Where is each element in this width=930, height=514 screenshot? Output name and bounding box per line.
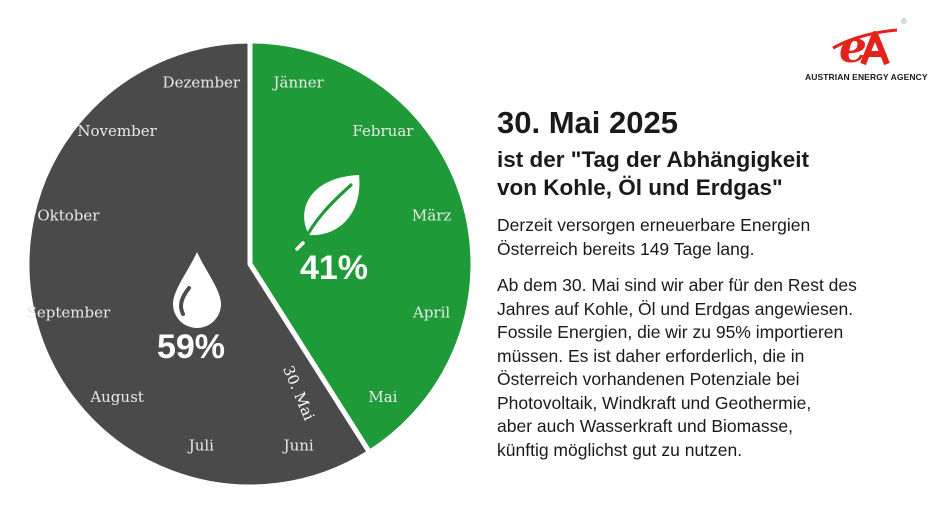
- text-panel: 30. Mai 2025 ist der "Tag der Abhängigke…: [497, 106, 917, 475]
- month-label: Juni: [282, 437, 314, 455]
- eA-logo: e ®: [832, 17, 907, 73]
- registered-mark: ®: [901, 17, 907, 26]
- month-label: April: [412, 304, 450, 322]
- month-label: Februar: [352, 122, 414, 140]
- month-label: Oktober: [37, 206, 100, 224]
- intro-paragraph: Derzeit versorgen erneuerbare Energien Ö…: [497, 215, 811, 259]
- body-paragraph: Ab dem 30. Mai sind wir aber für den Res…: [497, 275, 857, 460]
- month-label: März: [412, 206, 451, 224]
- month-label: September: [27, 304, 111, 322]
- month-label: November: [77, 122, 157, 140]
- subhead: ist der "Tag der Abhängigkeit von Kohle,…: [497, 147, 809, 200]
- pie-chart: Jänner Februar März April Mai Juni Juli August S…: [26, 41, 473, 487]
- pct-label-fossil: 59%: [157, 328, 225, 366]
- leaf-icon: [295, 175, 360, 251]
- logo-letter-e: e: [839, 22, 867, 73]
- month-label: August: [89, 388, 143, 406]
- month-label: Juli: [187, 437, 214, 455]
- headline: 30. Mai 2025: [497, 105, 678, 140]
- month-label: Mai: [368, 388, 397, 406]
- brand-name: AUSTRIAN ENERGY AGENCY: [805, 72, 928, 82]
- month-label: Dezember: [163, 73, 241, 91]
- pct-label-renewable: 41%: [300, 249, 368, 287]
- logo-swoosh: [832, 28, 898, 50]
- month-label: Jänner: [271, 73, 324, 91]
- drop-icon: [173, 252, 221, 328]
